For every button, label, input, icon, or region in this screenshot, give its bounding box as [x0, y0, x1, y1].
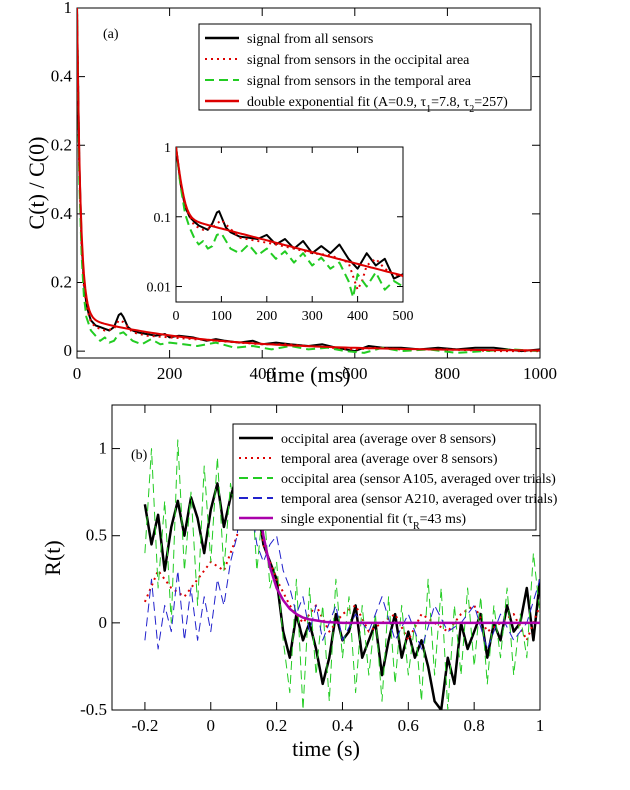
x-tick-label: 0 [73, 364, 82, 383]
panel-b-ticks: -0.2 0 0.2 0.4 0.6 0.8 1 -0.5 0 0.5 1 [80, 405, 544, 735]
panel-b-lines [143, 439, 540, 710]
panel-b-xlabel: time (s) [292, 736, 360, 761]
y-tick-label: 0.01 [147, 281, 172, 296]
x-tick-label: 200 [256, 309, 277, 324]
panel-a-lines [77, 8, 540, 354]
y-tick-label: 1 [64, 0, 73, 17]
x-tick-label: 500 [393, 309, 414, 324]
panel-a-frame [76, 7, 541, 359]
series-line [144, 465, 540, 650]
inset-fit-line [176, 147, 403, 277]
legend-label: signal from all sensors [247, 32, 373, 47]
series-line [176, 147, 403, 299]
y-tick-label: 0.5 [86, 526, 107, 545]
panel-a-ylabel: C(t) / C(0) [24, 137, 49, 230]
x-tick-label: 1000 [523, 364, 557, 383]
series-line [143, 447, 540, 710]
panel-b-frame [111, 404, 541, 711]
legend-box [232, 423, 537, 531]
panel-b: -0.2 0 0.2 0.4 0.6 0.8 1 -0.5 0 0.5 1 (b) time (s)… [40, 404, 558, 761]
x-tick-label: 400 [249, 364, 275, 383]
y-tick-label: 1 [99, 439, 108, 458]
x-tick-label: 0.6 [398, 716, 419, 735]
x-tick-label: -0.2 [131, 716, 158, 735]
panel-a-inset: 0 100 200 300 400 500 1 0.1 0.01 [147, 141, 414, 324]
panel-a-label: (a) [103, 27, 119, 42]
y-tick-label: 0.4 [51, 67, 73, 86]
legend-label: occipital area (sensor A105, averaged ov… [281, 472, 556, 487]
x-tick-label: 0.2 [266, 716, 287, 735]
series-line [144, 439, 540, 710]
x-tick-label: 0.4 [332, 716, 354, 735]
inset-ticks: 0 100 200 300 400 500 1 0.1 0.01 [147, 141, 414, 324]
panel-b-ylabel: R(t) [40, 540, 65, 575]
series-line [176, 147, 403, 280]
inset-frame [175, 146, 404, 303]
x-tick-label: 0 [207, 716, 216, 735]
legend-label: temporal area (sensor A210, averaged ove… [281, 492, 558, 507]
x-tick-label: 600 [342, 364, 368, 383]
x-tick-label: 800 [435, 364, 461, 383]
y-tick-label: 0.2 [51, 273, 72, 292]
x-tick-label: 300 [302, 309, 323, 324]
legend-label: double exponential fit (A=0.9, τ1=7.8, τ… [247, 95, 508, 115]
x-tick-label: 100 [211, 309, 232, 324]
legend-label: signal from sensors in the occipital are… [247, 53, 470, 68]
x-tick-label: 0 [173, 309, 180, 324]
y-tick-label: 0 [64, 341, 73, 360]
panel-a-xlabel: time (ms) [266, 362, 351, 387]
panel-b-label: (b) [131, 448, 148, 463]
legend-label: single exponential fit (τR=43 ms) [281, 512, 466, 532]
x-tick-label: 1 [536, 716, 545, 735]
series-line [77, 8, 540, 354]
legend-label: occipital area (average over 8 sensors) [281, 432, 496, 447]
panel-a-legend: signal from all sensors signal from senso… [198, 23, 532, 115]
legend-label: signal from sensors in the temporal area [247, 74, 472, 89]
legend-box [198, 23, 532, 111]
legend-label: temporal area (average over 8 sensors) [281, 452, 498, 467]
y-tick-label: 0.2 [51, 135, 72, 154]
y-tick-label: -0.5 [80, 700, 107, 719]
y-tick-label: 0.4 [51, 204, 73, 223]
panel-b-legend: occipital area (average over 8 sensors) t… [232, 423, 558, 532]
y-tick-label: 0 [99, 613, 108, 632]
inset-lines [176, 147, 403, 299]
fit-line [77, 8, 540, 352]
x-tick-label: 200 [157, 364, 183, 383]
x-tick-label: 0.8 [464, 716, 485, 735]
x-tick-label: 400 [347, 309, 368, 324]
y-tick-label: 1 [164, 141, 171, 156]
series-line [176, 147, 403, 291]
y-tick-label: 0.1 [154, 211, 172, 226]
